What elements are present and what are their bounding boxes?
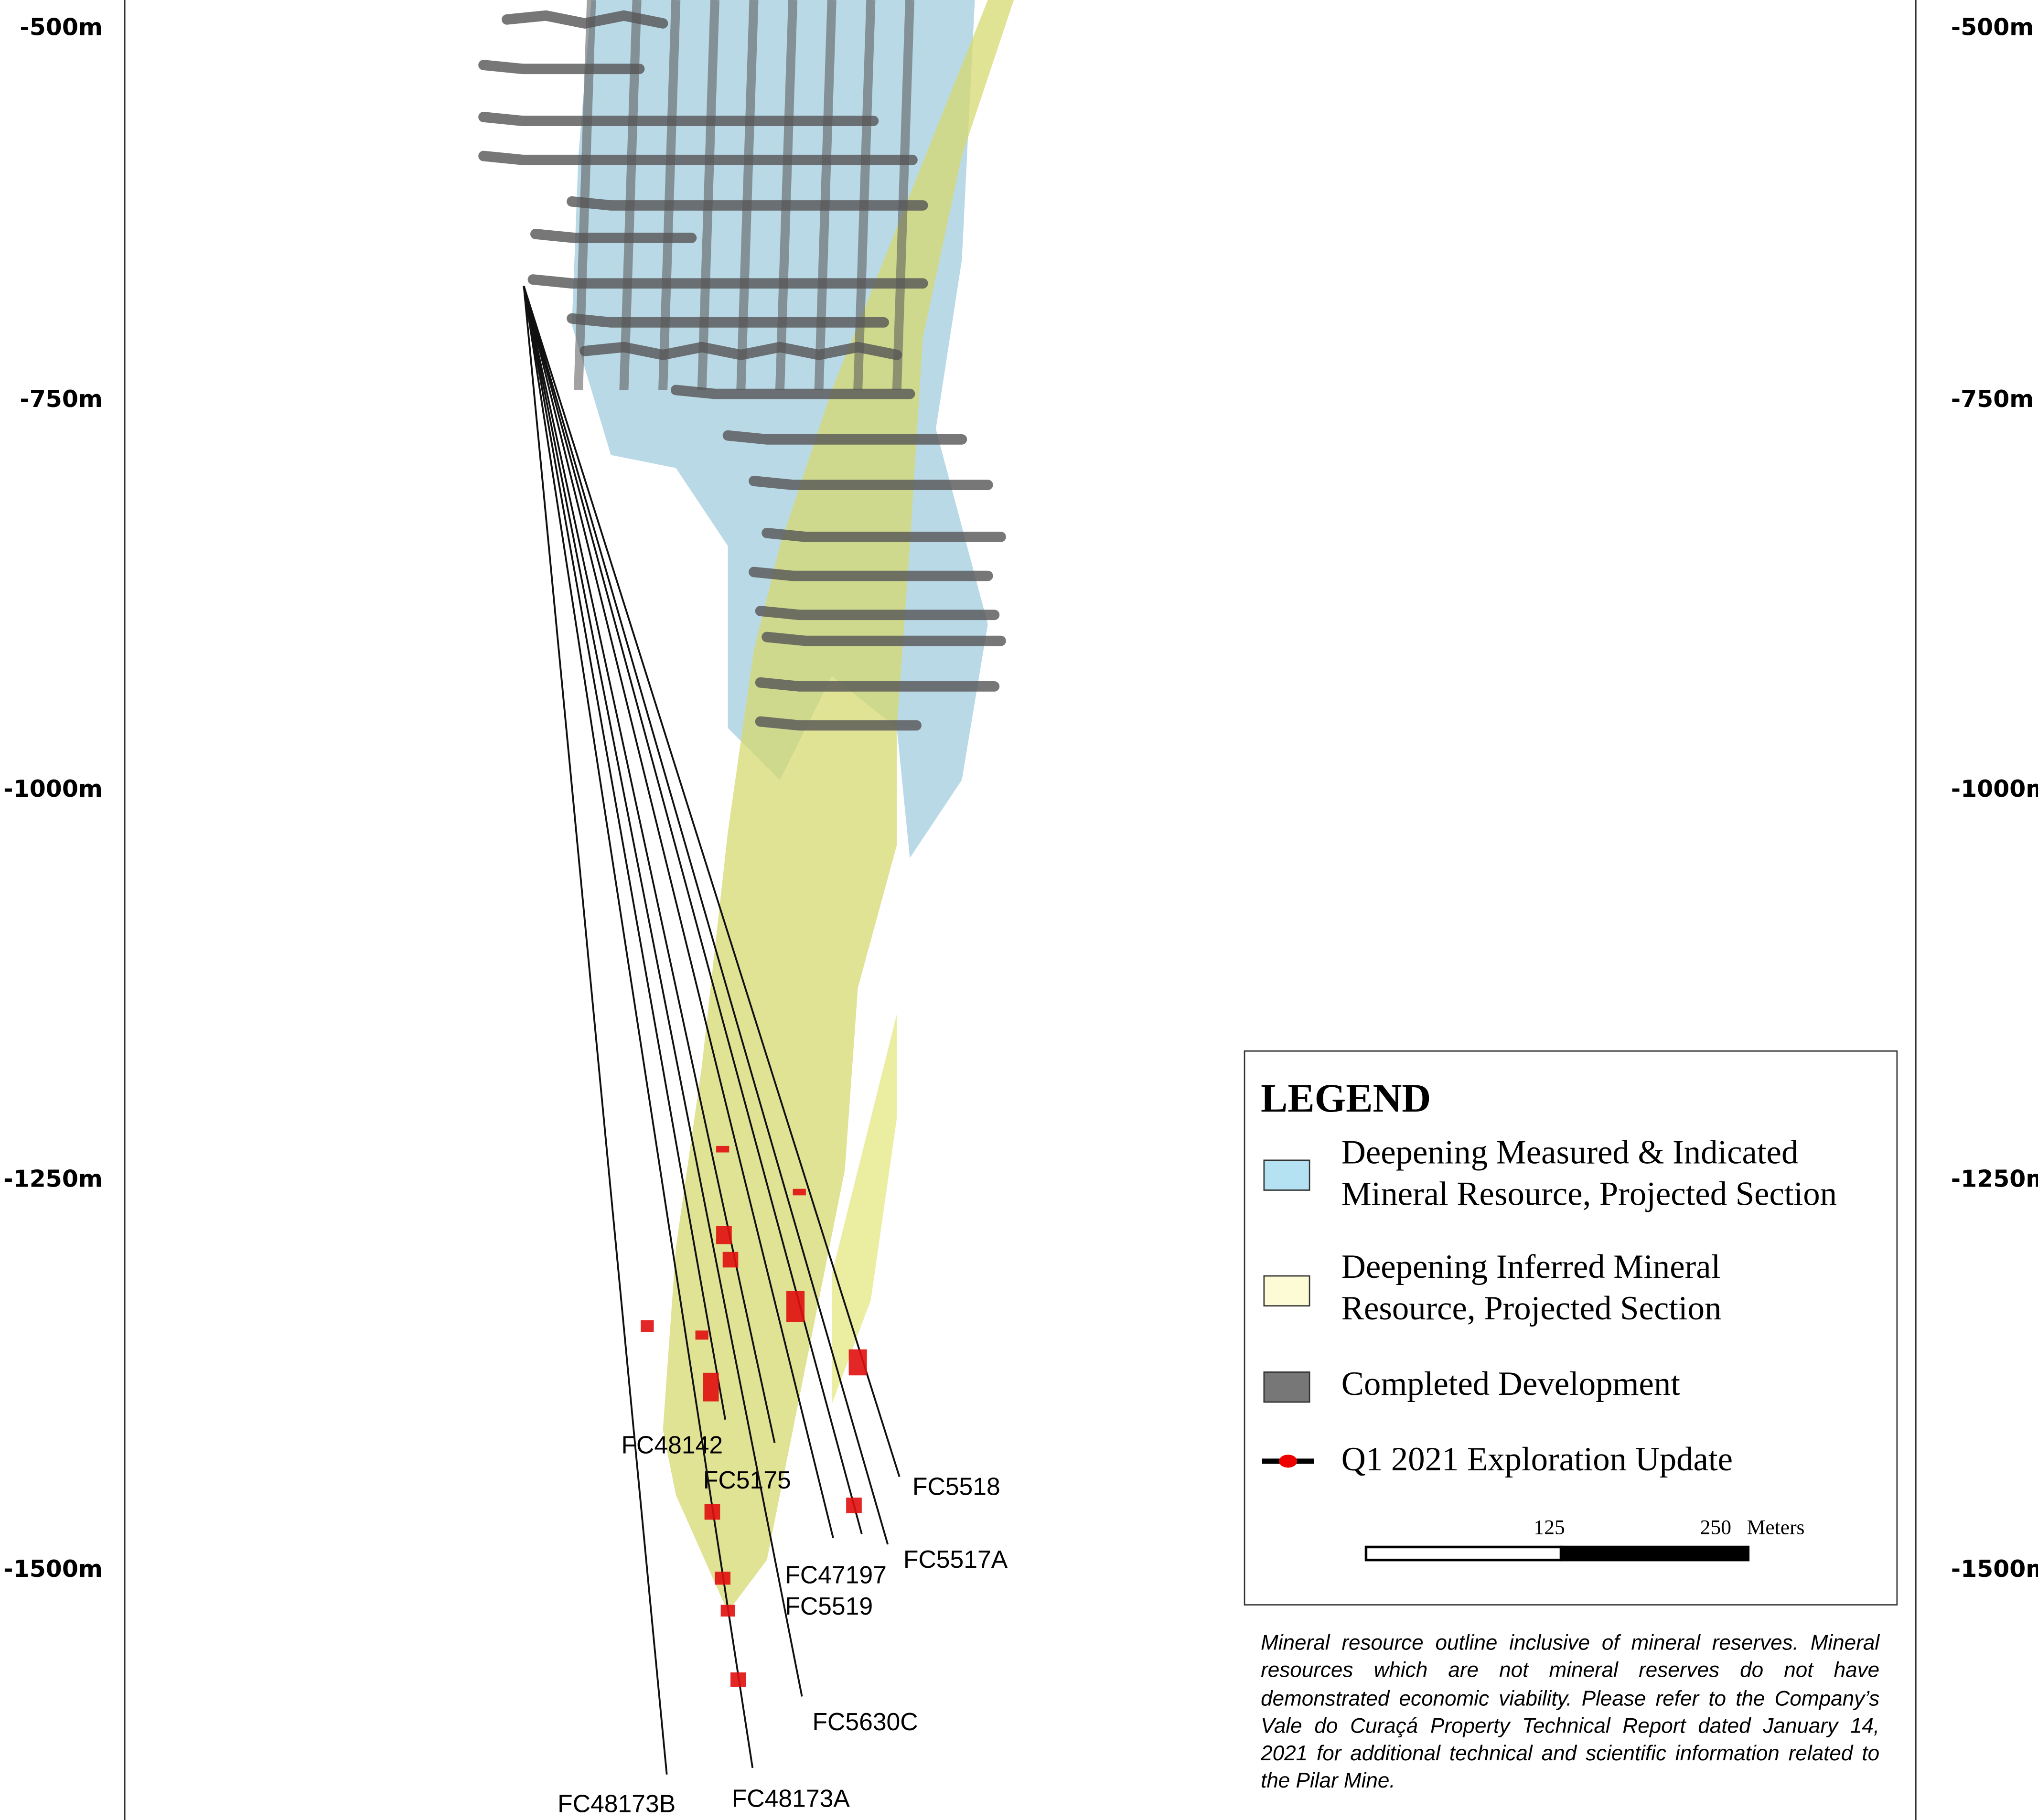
legend-line: Deepening Measured & Indicated bbox=[1341, 1134, 1799, 1171]
depth-label: -1250m bbox=[1951, 1166, 2038, 1193]
disclaimer: Mineral resource outline inclusive of mi… bbox=[1261, 1631, 1880, 1794]
raise bbox=[892, 0, 915, 390]
hole-label: FC5630C bbox=[812, 1708, 918, 1735]
raise bbox=[736, 0, 759, 390]
depth-label: -500m bbox=[20, 13, 103, 41]
drift bbox=[670, 385, 915, 399]
drill-trace bbox=[523, 286, 889, 1545]
scale-unit: Meters bbox=[1747, 1517, 1805, 1540]
inferred-resource bbox=[663, 0, 1014, 1612]
drill-trace bbox=[523, 286, 754, 1768]
depth-label: -1500m bbox=[3, 1555, 103, 1583]
hole-label: FC5517A bbox=[903, 1545, 1008, 1573]
exploration-intercept bbox=[793, 1188, 806, 1196]
drift bbox=[722, 430, 967, 445]
legend-swatch bbox=[1262, 1455, 1314, 1468]
hole-label: FC48173A bbox=[732, 1785, 850, 1812]
hole-label: FC48173B bbox=[558, 1790, 676, 1818]
depth-label: -500m bbox=[1951, 13, 2034, 41]
legend-item: Completed Development bbox=[1341, 1364, 1680, 1405]
legend-item: Deepening Inferred Mineral Resource, Proj… bbox=[1341, 1247, 1722, 1330]
exploration-intercept bbox=[720, 1605, 735, 1617]
legend-swatch bbox=[1263, 1275, 1310, 1307]
drift bbox=[478, 60, 645, 75]
drift bbox=[749, 476, 993, 490]
drill-trace bbox=[523, 286, 776, 1444]
raise bbox=[697, 0, 719, 390]
completed-development bbox=[478, 0, 1006, 731]
drift bbox=[755, 716, 922, 731]
exploration-intercept bbox=[695, 1330, 708, 1340]
drill-trace bbox=[523, 286, 834, 1538]
legend-line: Completed Development bbox=[1341, 1365, 1680, 1403]
exploration-intercept bbox=[846, 1498, 862, 1513]
depth-label: -750m bbox=[1951, 385, 2034, 413]
legend-item: Q1 2021 Exploration Update bbox=[1341, 1439, 1733, 1481]
drift bbox=[478, 150, 918, 165]
exploration-intercept bbox=[716, 1146, 729, 1153]
drift bbox=[762, 527, 1006, 542]
exploration-intercept bbox=[704, 1504, 720, 1520]
exploration-intercept bbox=[722, 1252, 739, 1268]
raise bbox=[853, 0, 876, 390]
legend-line: Deepening Inferred Mineral bbox=[1341, 1248, 1721, 1286]
depth-label: -1000m bbox=[1951, 775, 2038, 803]
exploration-intercept bbox=[703, 1372, 719, 1402]
drill-trace bbox=[523, 286, 901, 1477]
drill-holes: FC48142 FC5175 FC5518 FC47197 FC5519 FC5517A F… bbox=[523, 286, 1008, 1818]
legend-item: Deepening Measured & Indicated Mineral Re… bbox=[1341, 1132, 1837, 1215]
raise bbox=[658, 0, 681, 390]
hole-label: FC47197 bbox=[785, 1561, 887, 1589]
raise bbox=[775, 0, 798, 390]
drift bbox=[749, 567, 993, 581]
drift bbox=[755, 677, 1000, 692]
raise bbox=[574, 0, 596, 390]
scale-bar bbox=[1364, 1545, 1563, 1562]
scale-label: 125 bbox=[1534, 1517, 1565, 1540]
exploration-intercept bbox=[730, 1672, 746, 1687]
exploration-intercept bbox=[786, 1291, 805, 1322]
exploration-intercept bbox=[715, 1572, 731, 1585]
legend-line: Q1 2021 Exploration Update bbox=[1341, 1440, 1733, 1478]
hole-label: FC5519 bbox=[785, 1592, 873, 1620]
legend-line: Resource, Projected Section bbox=[1341, 1289, 1722, 1328]
depth-label: -1250m bbox=[3, 1166, 103, 1193]
drift bbox=[567, 313, 889, 328]
drill-trace bbox=[523, 286, 668, 1775]
drill-trace bbox=[523, 286, 727, 1420]
legend-swatch bbox=[1263, 1371, 1310, 1403]
depth-label: -1500m bbox=[1951, 1555, 2038, 1583]
depth-label: -1000m bbox=[3, 775, 103, 803]
drill-trace bbox=[523, 286, 863, 1534]
depth-label: -750m bbox=[20, 385, 103, 413]
drift bbox=[755, 606, 1000, 621]
exploration-intercept bbox=[641, 1320, 654, 1332]
hole-label: FC48142 bbox=[621, 1431, 723, 1459]
legend: LEGEND Deepening Measured & Indicated Min… bbox=[1244, 1050, 1898, 1606]
scale-bar bbox=[1559, 1545, 1750, 1562]
legend-swatch bbox=[1263, 1159, 1310, 1191]
scale-label: 250 bbox=[1700, 1517, 1731, 1540]
raise bbox=[619, 0, 642, 390]
legend-title: LEGEND bbox=[1261, 1075, 1431, 1121]
drift bbox=[762, 632, 1006, 646]
legend-line: Mineral Resource, Projected Section bbox=[1341, 1175, 1837, 1213]
hole-label: FC5518 bbox=[912, 1473, 1000, 1500]
inferred-resource bbox=[832, 1014, 897, 1404]
drill-trace bbox=[523, 286, 803, 1697]
exploration-intercept bbox=[716, 1226, 732, 1244]
drift bbox=[478, 112, 879, 126]
exploration-intercept bbox=[848, 1349, 867, 1376]
hole-label: FC5175 bbox=[703, 1466, 791, 1494]
raise bbox=[814, 0, 837, 390]
